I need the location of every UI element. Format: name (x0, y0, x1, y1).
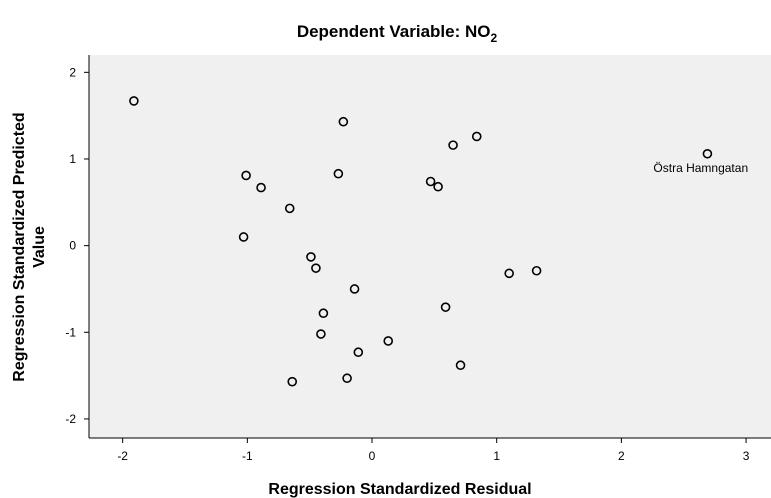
data-point (241, 170, 251, 181)
x-tick-label: -2 (117, 449, 128, 463)
axes: -2 -1 0 1 2 3 -2 -1 0 1 2 (65, 55, 771, 463)
data-point (338, 116, 349, 127)
data-point (306, 252, 316, 262)
data-point (440, 302, 451, 312)
data-point (256, 182, 266, 193)
data-point (448, 140, 458, 150)
data-point (349, 284, 360, 294)
chart-title-text: Dependent Variable: NO (297, 22, 491, 41)
x-axis-title: Regression Standardized Residual (268, 481, 531, 498)
data-point (311, 263, 321, 273)
point-annotation: Östra Hamngatan (653, 161, 748, 175)
x-tick-label: 1 (493, 449, 500, 463)
data-point (383, 336, 394, 346)
data-point (455, 360, 466, 371)
data-point (129, 96, 139, 106)
y-tick-label: -1 (65, 325, 76, 339)
plot-area (89, 55, 771, 438)
data-point (342, 373, 352, 384)
data-point (425, 176, 436, 187)
data-point (287, 376, 298, 387)
y-tick-label: 2 (69, 65, 76, 79)
chart-title-subscript: 2 (490, 31, 497, 45)
data-points: Östra Hamngatan (129, 96, 748, 387)
chart-title: Dependent Variable: NO2 (297, 22, 498, 45)
x-tick-label: 3 (743, 449, 750, 463)
x-tick-label: 0 (369, 449, 376, 463)
data-point (316, 329, 326, 339)
y-tick-label: -2 (65, 412, 76, 426)
y-axis-title-line1: Regression Standardized Predicted (11, 112, 28, 381)
data-point (333, 168, 344, 179)
x-tick-label: 2 (618, 449, 625, 463)
data-point (353, 347, 364, 358)
data-point (702, 148, 713, 159)
y-tick-label: 0 (69, 239, 76, 253)
data-point (318, 308, 329, 319)
x-tick-label: -1 (242, 449, 253, 463)
y-tick-label: 1 (69, 152, 76, 166)
data-point (504, 268, 514, 279)
data-point (471, 131, 482, 142)
data-point (238, 232, 249, 242)
data-point (531, 265, 542, 276)
data-point (433, 181, 443, 192)
y-axis-title-line2: Value (31, 226, 48, 268)
data-point (284, 203, 295, 214)
